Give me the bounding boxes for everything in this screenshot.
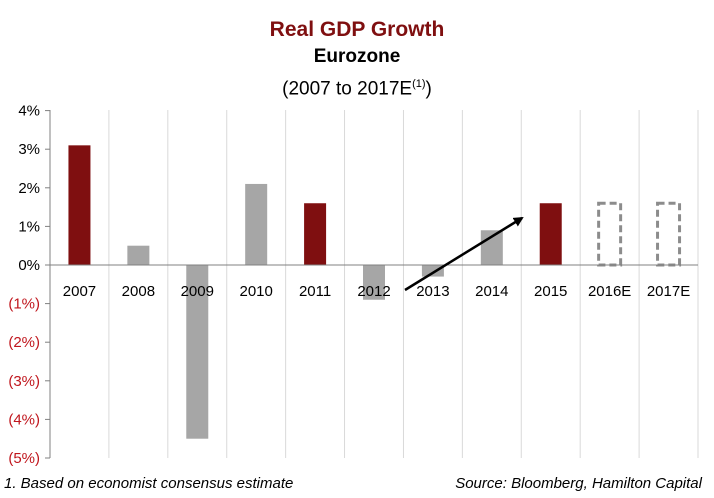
bar-estimate-placeholder (597, 201, 623, 267)
x-tick-label: 2010 (239, 283, 272, 300)
bar (363, 265, 385, 300)
period-footnote-ref: (1) (412, 78, 426, 90)
x-tick-label: 2016E (588, 283, 631, 300)
footnote: 1. Based on economist consensus estimate (4, 475, 294, 492)
chart-subtitle: Eurozone (313, 46, 401, 67)
bar-chart: 4% 3% 2% 1% 0% (1%) (2%) (3%) (4%) (5%) 2007 2008 20… (8, 103, 699, 467)
bar (186, 265, 209, 439)
bar (539, 203, 562, 265)
x-tick-label: 2015 (534, 283, 567, 300)
x-tick-label: 2013 (416, 283, 449, 300)
y-tick-label: 3% (18, 141, 40, 158)
x-tick-label: 2014 (475, 283, 508, 300)
period-close: ) (425, 78, 432, 100)
chart-period: (2007 to 2017E(1)) (0, 70, 714, 100)
period-text: (2007 to 2017E (282, 78, 413, 100)
y-tick-label: (5%) (8, 450, 40, 467)
y-tick-label: (3%) (8, 373, 40, 390)
bar (304, 203, 327, 265)
y-tick-label: 0% (18, 257, 40, 274)
x-tick-label: 2009 (181, 283, 214, 300)
source-note: Source: Bloomberg, Hamilton Capital (455, 475, 702, 492)
x-tick-label: 2017E (647, 283, 690, 300)
trend-arrow (404, 216, 524, 292)
x-tick-label: 2007 (63, 283, 96, 300)
y-tick-label: 1% (18, 218, 40, 235)
y-tick-label: (1%) (8, 296, 40, 313)
bar (68, 145, 91, 265)
x-tick-label: 2012 (357, 283, 390, 300)
x-tick-label: 2008 (122, 283, 155, 300)
chart-titles: Real GDP Growth Eurozone (2007 to 2017E(… (0, 16, 714, 100)
chart-title: Real GDP Growth (269, 18, 445, 41)
bar (421, 265, 444, 277)
y-tick-label: (2%) (8, 334, 40, 351)
bar (245, 183, 268, 265)
bar (127, 245, 150, 265)
bar-estimate-placeholder (656, 201, 682, 267)
y-tick-label: 2% (18, 180, 40, 197)
x-tick-label: 2011 (299, 283, 331, 300)
y-tick-label: 4% (18, 103, 40, 120)
y-tick-label: (4%) (8, 411, 40, 428)
